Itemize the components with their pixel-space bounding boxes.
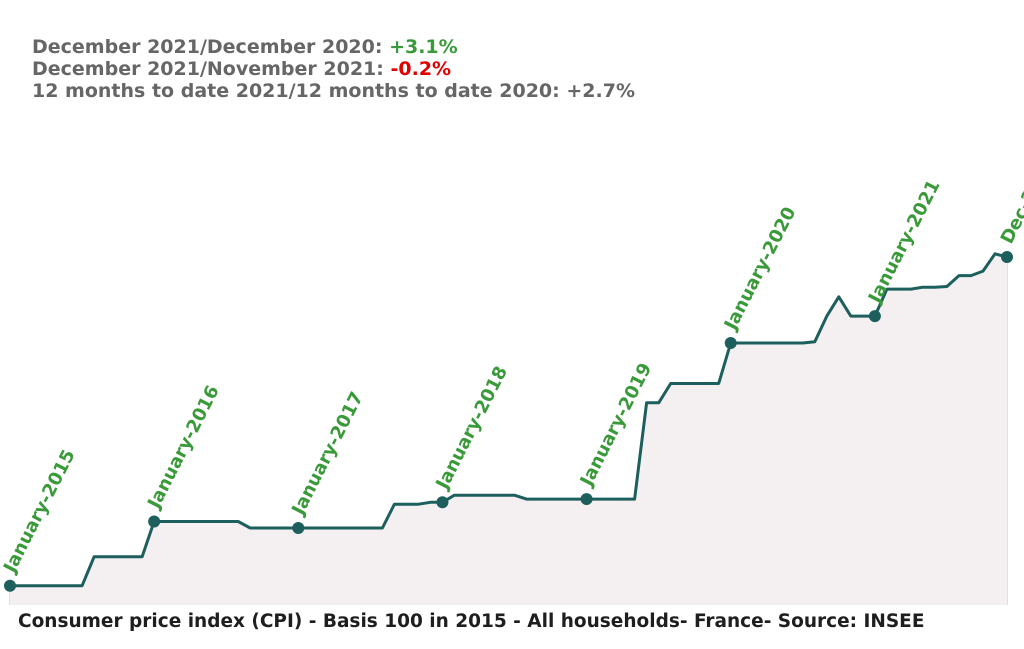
stats-panel: December 2021/December 2020: +3.1% Decem… [32,36,635,102]
annotation-markers [4,251,1013,592]
stat-value: -0.2% [390,58,452,80]
annotation-label: January-2016 [143,382,224,513]
annotation-marker [868,310,881,323]
annotation-marker [580,493,593,506]
annotation-label: Dec-2021 [997,153,1024,248]
stat-line-12-months: 12 months to date 2021/12 months to date… [32,80,635,102]
annotation-marker [148,515,161,528]
annotation-marker [436,496,449,509]
annotation-label: January-2018 [431,363,512,494]
stat-label: December 2021/November 2021: [32,58,391,80]
annotation-label: January-2017 [287,389,368,520]
cpi-series-line [10,252,1008,588]
annotation-label: January-2015 [0,446,80,577]
annotation-marker [292,521,305,534]
annotation-marker [1001,251,1013,264]
stat-label: 12 months to date 2021/12 months to date… [32,80,567,102]
area-fill [10,253,1007,606]
stat-value: +2.7% [566,80,635,102]
stat-label: December 2021/December 2020: [32,36,390,58]
annotation-label: January-2020 [720,204,801,335]
stat-line-dec-nov: December 2021/November 2021: -0.2% [32,58,635,80]
stat-line-dec-dec: December 2021/December 2020: +3.1% [32,36,635,58]
annotation-marker [4,579,16,592]
annotation-marker [724,337,737,350]
chart-caption: Consumer price index (CPI) - Basis 100 i… [18,611,925,632]
stat-value: +3.1% [389,36,458,58]
